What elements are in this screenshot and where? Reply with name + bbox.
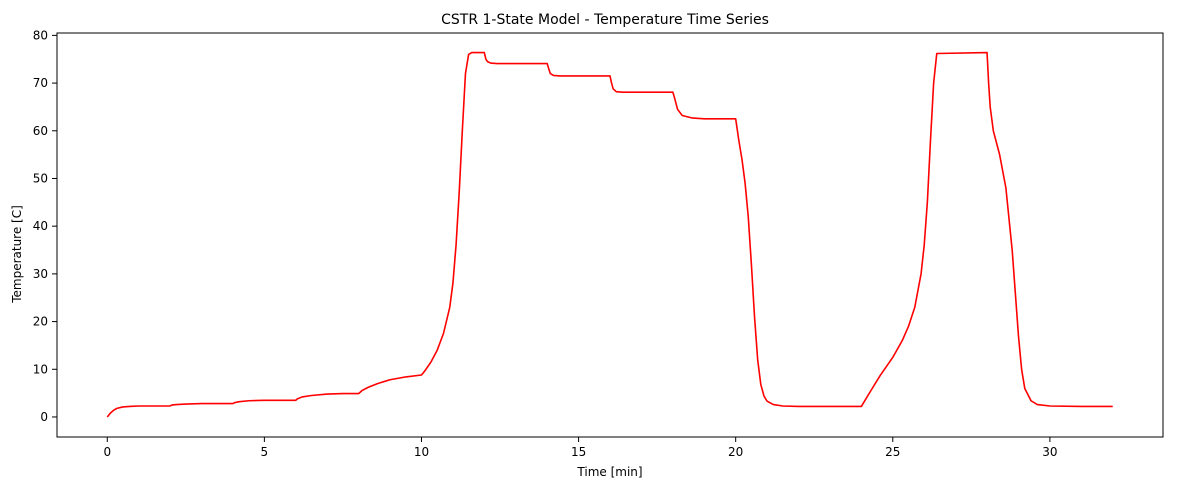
y-tick-label: 70 xyxy=(33,76,48,90)
y-axis-label: Temperature [C] xyxy=(10,205,24,304)
y-tick-label: 0 xyxy=(40,410,48,424)
x-tick-label: 30 xyxy=(1042,445,1057,459)
x-tick-label: 5 xyxy=(261,445,269,459)
x-axis: 0 5 10 15 20 25 30 xyxy=(103,437,1058,459)
series-line-temperature xyxy=(106,51,1113,418)
chart-title: CSTR 1-State Model - Temperature Time Se… xyxy=(441,12,769,28)
y-tick-label: 20 xyxy=(33,315,48,329)
y-tick-label: 10 xyxy=(33,362,48,376)
plot-area xyxy=(106,51,1113,418)
y-axis: 0 10 20 30 40 50 60 70 80 xyxy=(33,28,57,424)
x-tick-label: 0 xyxy=(103,445,111,459)
x-tick-label: 20 xyxy=(728,445,743,459)
y-tick-label: 30 xyxy=(33,267,48,281)
y-tick-label: 40 xyxy=(33,219,48,233)
y-tick-label: 80 xyxy=(33,28,48,42)
x-tick-label: 10 xyxy=(414,445,429,459)
plot-frame xyxy=(56,32,1164,438)
x-tick-label: 15 xyxy=(571,445,586,459)
x-axis-label: Time [min] xyxy=(576,465,642,479)
y-tick-label: 60 xyxy=(33,124,48,138)
y-tick-label: 50 xyxy=(33,171,48,185)
x-tick-label: 25 xyxy=(885,445,900,459)
